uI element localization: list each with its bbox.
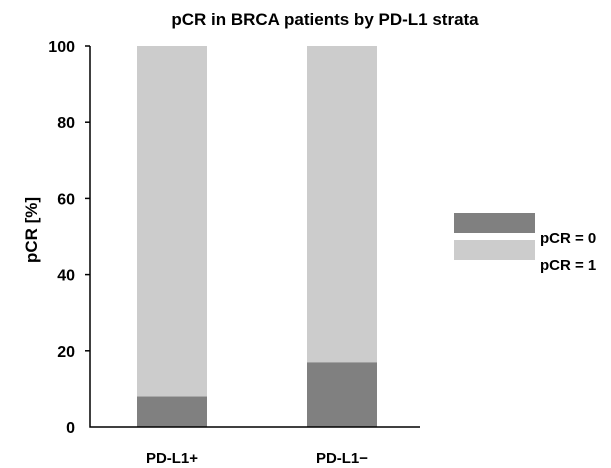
y-axis-ticks: 0 20 40 60 80 100: [48, 39, 90, 437]
x-category-label: PD-L1−: [316, 450, 368, 467]
x-axis-labels: PD-L1+ PD-L1−: [146, 450, 368, 467]
y-tick-label: 60: [57, 191, 75, 208]
legend-label-pcr0: pCR = 0: [540, 230, 596, 247]
y-tick-label: 100: [48, 39, 75, 56]
bar-segment-pcr0-1: [137, 396, 207, 427]
bars: [137, 46, 377, 427]
bar-segment-pcr0-2: [307, 362, 377, 427]
bar-segment-pcr1-1: [137, 46, 207, 397]
legend-swatch-pcr1: [454, 240, 535, 260]
y-tick-label: 0: [66, 420, 75, 437]
legend-swatch-pcr0: [454, 213, 535, 233]
chart-title: pCR in BRCA patients by PD-L1 strata: [171, 10, 479, 29]
y-tick-label: 40: [57, 268, 75, 285]
y-tick-label: 20: [57, 344, 75, 361]
axis-lines: [89, 46, 420, 428]
legend-label-pcr1: pCR = 1: [540, 257, 596, 274]
x-category-label: PD-L1+: [146, 450, 198, 467]
y-tick-label: 80: [57, 115, 75, 132]
legend: pCR = 0 pCR = 1: [454, 213, 596, 274]
y-axis-title: pCR [%]: [22, 197, 41, 263]
bar-segment-pcr1-2: [307, 46, 377, 363]
